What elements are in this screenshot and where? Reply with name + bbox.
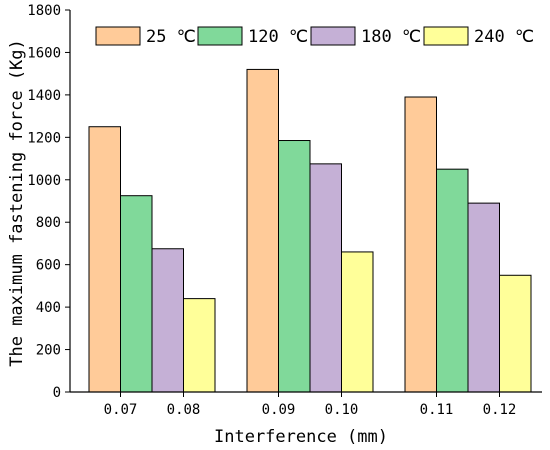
bar — [278, 140, 311, 393]
x-tick-label: 0.08 — [167, 402, 201, 418]
bar — [88, 126, 121, 393]
y-tick-label: 200 — [36, 343, 61, 359]
x-tick-label: 0.11 — [420, 402, 454, 418]
x-tick-label: 0.09 — [262, 402, 296, 418]
legend-swatch — [310, 26, 356, 46]
y-tick-label: 1600 — [27, 45, 61, 61]
y-tick-label: 1400 — [27, 88, 61, 104]
bar — [467, 202, 500, 393]
bar — [436, 168, 469, 393]
y-tick-label: 1200 — [27, 130, 61, 146]
legend-swatch — [95, 26, 141, 46]
legend-label: 180 ℃ — [361, 27, 421, 47]
x-tick-label: 0.10 — [325, 402, 359, 418]
bars-layer — [88, 68, 532, 393]
bar — [120, 195, 153, 393]
y-tick-label: 800 — [36, 215, 61, 231]
bar — [341, 251, 374, 393]
legend-label: 120 ℃ — [248, 27, 308, 47]
x-tick-label: 0.12 — [483, 402, 517, 418]
y-tick-label: 1000 — [27, 173, 61, 189]
y-tick-label: 400 — [36, 300, 61, 316]
bar — [309, 163, 342, 393]
legend-swatch — [423, 26, 469, 46]
legend-swatch — [197, 26, 243, 46]
x-tick-label: 0.07 — [104, 402, 138, 418]
x-ticks: 0.07 0.08 0.09 0.10 0.11 0.12 — [104, 392, 517, 418]
bar — [499, 274, 532, 393]
x-axis-label: Interference (mm) — [214, 427, 388, 447]
legend-label: 240 ℃ — [474, 27, 534, 47]
bar — [183, 298, 216, 393]
legend: 25 ℃ 120 ℃ 180 ℃ 240 ℃ — [95, 26, 534, 47]
bar — [151, 248, 184, 393]
y-tick-label: 1800 — [27, 3, 61, 19]
bar — [404, 96, 437, 393]
y-tick-label: 600 — [36, 258, 61, 274]
y-ticks: 0 200 400 600 800 1000 1200 1400 1600 1800 — [27, 3, 70, 401]
y-axis-label: The maximum fastening force (Kg) — [7, 39, 27, 367]
legend-label: 25 ℃ — [146, 27, 196, 47]
y-tick-label: 0 — [53, 385, 61, 401]
axes-layer — [69, 10, 542, 393]
bar — [246, 68, 279, 393]
